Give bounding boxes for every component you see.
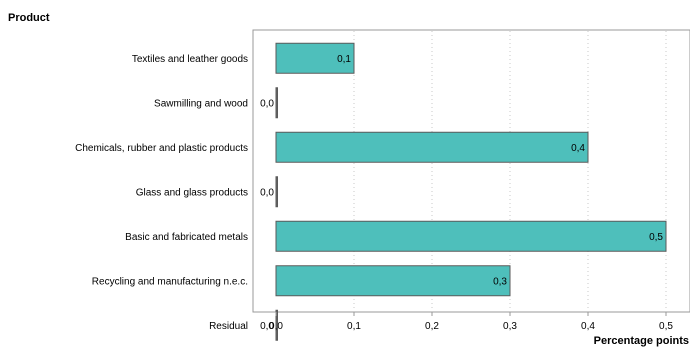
data-label: 0,5	[649, 232, 663, 243]
bar	[275, 176, 278, 208]
x-tick-label: 0,5	[659, 321, 673, 332]
bars: 0,1 0,0 0,4 0,0 0,5 0,3 0,0	[260, 42, 667, 341]
x-axis-ticks: 0,0 0,1 0,2 0,3 0,4 0,5	[269, 312, 673, 332]
data-label: 0,0	[260, 98, 274, 109]
data-label: 0,4	[571, 143, 585, 154]
category-label: Sawmilling and wood	[154, 98, 248, 109]
grid-lines	[353, 31, 667, 311]
x-tick-label: 0,0	[269, 321, 283, 332]
bar	[275, 87, 278, 119]
x-tick-label: 0,1	[347, 321, 361, 332]
x-tick-label: 0,4	[581, 321, 595, 332]
bar	[275, 265, 511, 297]
bar	[275, 131, 589, 163]
x-tick-label: 0,2	[425, 321, 439, 332]
x-axis-title: Percentage points	[594, 335, 689, 347]
category-label: Basic and fabricated metals	[125, 232, 248, 243]
category-label: Textiles and leather goods	[132, 54, 248, 65]
category-label: Glass and glass products	[136, 187, 248, 198]
category-label: Chemicals, rubber and plastic products	[75, 143, 248, 154]
category-label: Recycling and manufacturing n.e.c.	[92, 276, 248, 287]
bar	[275, 220, 667, 252]
data-label: 0,3	[493, 276, 507, 287]
y-axis-title: Product	[8, 12, 50, 24]
bar	[275, 42, 355, 74]
bar	[275, 309, 278, 341]
plot-area	[252, 29, 690, 313]
data-label: 0,0	[260, 321, 274, 332]
category-label: Residual	[209, 321, 248, 332]
x-tick-label: 0,3	[503, 321, 517, 332]
category-labels: Textiles and leather goods Sawmilling and…	[75, 54, 248, 332]
data-label: 0,1	[337, 54, 351, 65]
data-label: 0,0	[260, 187, 274, 198]
